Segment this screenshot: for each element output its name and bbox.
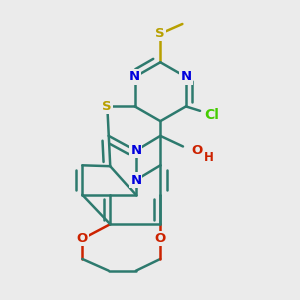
Text: N: N	[129, 70, 140, 83]
Text: N: N	[130, 173, 141, 187]
Text: Cl: Cl	[204, 108, 219, 122]
Text: S: S	[155, 27, 165, 40]
Text: N: N	[130, 144, 141, 157]
Text: O: O	[155, 232, 166, 245]
Text: S: S	[103, 100, 112, 113]
Text: O: O	[191, 144, 203, 157]
Text: O: O	[77, 232, 88, 245]
Text: H: H	[204, 151, 214, 164]
Text: N: N	[180, 70, 191, 83]
